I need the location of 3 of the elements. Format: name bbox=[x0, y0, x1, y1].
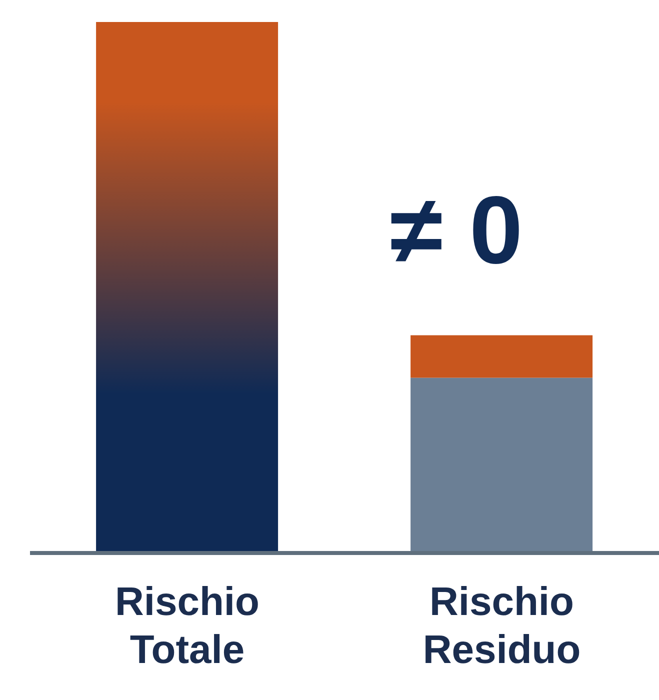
annotation: ≠ 0 bbox=[390, 177, 523, 284]
x-tick-label: Rischio Totale bbox=[115, 580, 260, 672]
x-tick-label: Rischio Residuo bbox=[422, 580, 581, 672]
